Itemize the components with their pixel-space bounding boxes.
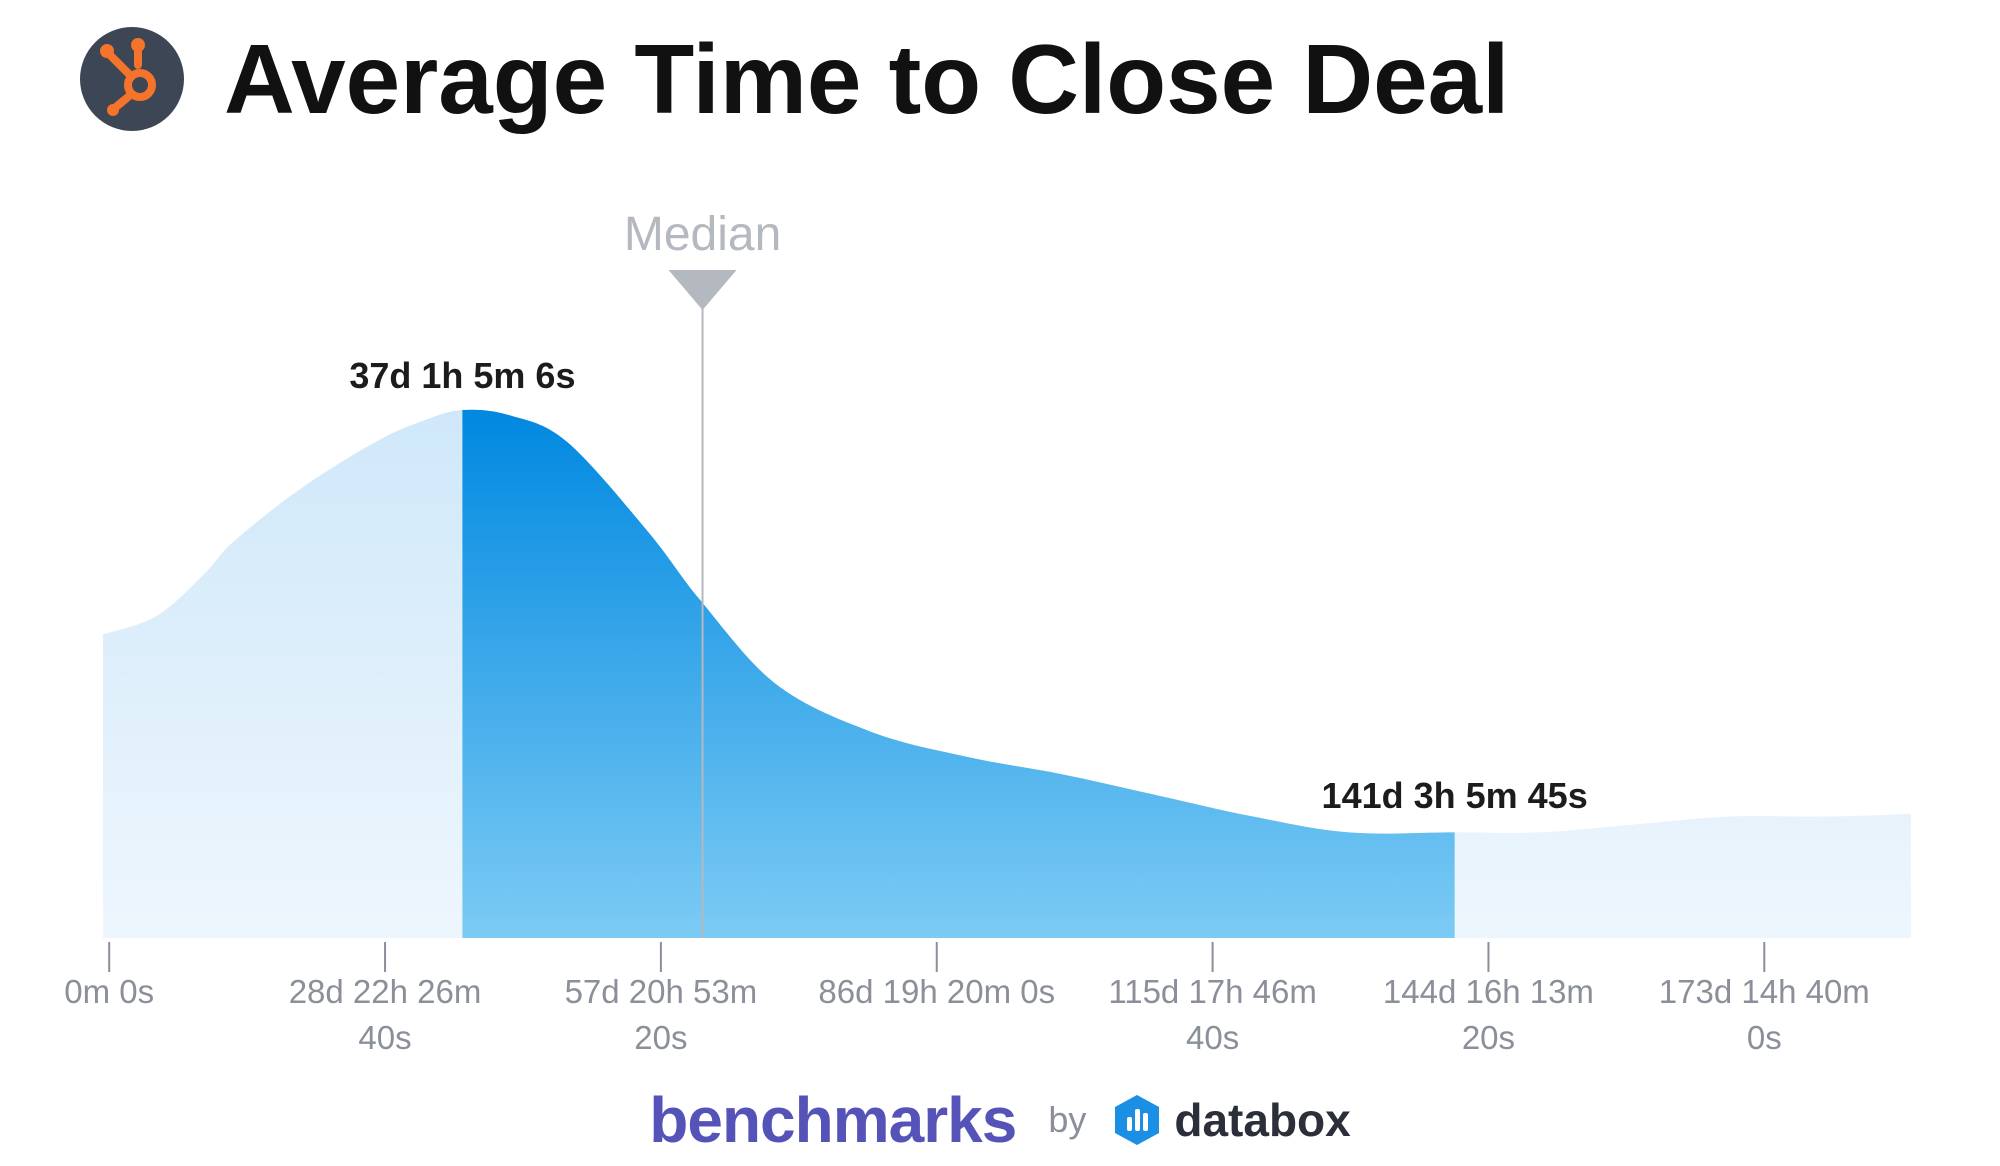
footer: benchmarks by databox [0,1080,2000,1160]
x-tick-label: 40s [358,1019,411,1056]
x-tick-label: 57d 20h 53m [565,973,758,1010]
x-tick-label: 86d 19h 20m 0s [818,973,1055,1010]
benchmarks-wordmark: benchmarks [649,1084,1017,1156]
by-text: by [1048,1099,1087,1140]
x-tick-label: 20s [634,1019,687,1056]
x-tick-label: 144d 16h 13m [1383,973,1594,1010]
x-tick-label: 20s [1462,1019,1515,1056]
highlight-area [462,409,1455,938]
x-tick-label: 28d 22h 26m [289,973,482,1010]
x-tick-label: 0m 0s [64,973,154,1010]
median-marker-icon [668,270,737,310]
header: Average Time to Close Deal [80,14,1509,144]
x-tick-label: 0s [1747,1019,1782,1056]
x-tick-label: 173d 14h 40m [1659,973,1870,1010]
median-label: Median [624,208,781,261]
databox-logo-icon [1115,1095,1160,1145]
x-axis: 0m 0s 28d 22h 26m 40s 57d 20h 53m 20s 86d 19h… [64,942,1870,1056]
hubspot-logo-icon [80,27,184,131]
page-title: Average Time to Close Deal [224,24,1510,134]
value-label: 141d 3h 5m 45s [1322,775,1588,816]
x-tick-label: 40s [1186,1019,1239,1056]
chart: Median 0m 0s 28d 22h 26m 40s 57d 20h 53m 20s… [64,208,1911,1056]
x-tick-label: 115d 17h 46m [1108,973,1317,1010]
value-labels: 37d 1h 5m 6s 141d 3h 5m 45s [349,355,1587,816]
databox-wordmark: databox [1174,1094,1351,1146]
value-label: 37d 1h 5m 6s [349,355,575,396]
